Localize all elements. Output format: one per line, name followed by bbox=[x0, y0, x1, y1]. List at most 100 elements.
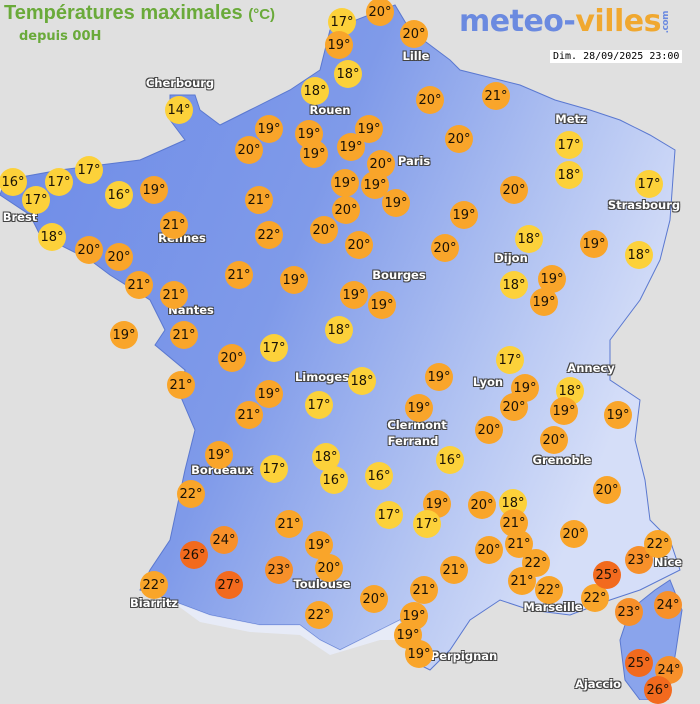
temperature-marker[interactable]: 19° bbox=[382, 189, 410, 217]
temperature-marker[interactable]: 21° bbox=[235, 401, 263, 429]
temperature-marker[interactable]: 20° bbox=[416, 86, 444, 114]
temperature-marker[interactable]: 18° bbox=[348, 367, 376, 395]
temperature-marker[interactable]: 16° bbox=[320, 466, 348, 494]
temperature-marker[interactable]: 16° bbox=[365, 462, 393, 490]
temperature-marker[interactable]: 26° bbox=[644, 676, 672, 704]
temperature-marker[interactable]: 19° bbox=[255, 380, 283, 408]
temperature-marker[interactable]: 19° bbox=[337, 133, 365, 161]
temperature-marker[interactable]: 20° bbox=[360, 585, 388, 613]
temperature-marker[interactable]: 20° bbox=[540, 426, 568, 454]
temperature-marker[interactable]: 18° bbox=[38, 223, 66, 251]
temperature-marker[interactable]: 19° bbox=[110, 321, 138, 349]
temperature-marker[interactable]: 19° bbox=[530, 288, 558, 316]
temperature-marker[interactable]: 17° bbox=[635, 170, 663, 198]
temperature-marker[interactable]: 18° bbox=[325, 316, 353, 344]
meteo-villes-logo[interactable]: meteo-villes.com bbox=[459, 4, 671, 39]
temperature-marker[interactable]: 18° bbox=[301, 77, 329, 105]
temperature-marker[interactable]: 19° bbox=[300, 140, 328, 168]
temperature-marker[interactable]: 21° bbox=[508, 567, 536, 595]
temperature-marker[interactable]: 17° bbox=[45, 168, 73, 196]
temperature-marker[interactable]: 22° bbox=[644, 530, 672, 558]
temperature-marker[interactable]: 20° bbox=[500, 393, 528, 421]
temperature-marker[interactable]: 17° bbox=[75, 156, 103, 184]
temperature-marker[interactable]: 25° bbox=[625, 649, 653, 677]
temperature-marker[interactable]: 23° bbox=[625, 546, 653, 574]
temperature-marker[interactable]: 26° bbox=[180, 541, 208, 569]
temperature-marker[interactable]: 21° bbox=[167, 371, 195, 399]
temperature-marker[interactable]: 20° bbox=[475, 416, 503, 444]
temperature-marker[interactable]: 21° bbox=[245, 186, 273, 214]
temperature-marker[interactable]: 20° bbox=[75, 236, 103, 264]
temperature-marker[interactable]: 17° bbox=[305, 391, 333, 419]
temperature-marker[interactable]: 19° bbox=[405, 640, 433, 668]
temperature-marker[interactable]: 19° bbox=[331, 169, 359, 197]
temperature-marker[interactable]: 22° bbox=[305, 601, 333, 629]
temperature-marker[interactable]: 19° bbox=[425, 363, 453, 391]
temperature-marker[interactable]: 18° bbox=[500, 271, 528, 299]
temperature-marker[interactable]: 25° bbox=[593, 561, 621, 589]
temperature-marker[interactable]: 21° bbox=[275, 510, 303, 538]
temperature-marker[interactable]: 18° bbox=[334, 60, 362, 88]
temperature-marker[interactable]: 19° bbox=[550, 397, 578, 425]
temperature-marker[interactable]: 21° bbox=[410, 576, 438, 604]
temperature-marker[interactable]: 27° bbox=[215, 571, 243, 599]
temperature-marker[interactable]: 17° bbox=[260, 334, 288, 362]
temperature-marker[interactable]: 17° bbox=[260, 455, 288, 483]
temperature-marker[interactable]: 24° bbox=[210, 526, 238, 554]
temperature-marker[interactable]: 19° bbox=[361, 171, 389, 199]
temperature-marker[interactable]: 20° bbox=[468, 491, 496, 519]
temperature-marker[interactable]: 17° bbox=[413, 510, 441, 538]
temperature-marker[interactable]: 19° bbox=[580, 230, 608, 258]
temperature-marker[interactable]: 20° bbox=[315, 554, 343, 582]
temperature-marker[interactable]: 20° bbox=[345, 231, 373, 259]
temperature-marker[interactable]: 21° bbox=[125, 271, 153, 299]
temperature-marker[interactable]: 20° bbox=[445, 125, 473, 153]
temperature-marker[interactable]: 22° bbox=[535, 576, 563, 604]
temperature-marker[interactable]: 22° bbox=[140, 571, 168, 599]
temperature-marker[interactable]: 19° bbox=[140, 176, 168, 204]
temperature-marker[interactable]: 19° bbox=[355, 115, 383, 143]
temperature-marker[interactable]: 19° bbox=[325, 31, 353, 59]
temperature-marker[interactable]: 21° bbox=[482, 82, 510, 110]
temperature-marker[interactable]: 19° bbox=[280, 266, 308, 294]
temperature-marker[interactable]: 18° bbox=[555, 161, 583, 189]
temperature-marker[interactable]: 20° bbox=[332, 196, 360, 224]
temperature-marker[interactable]: 19° bbox=[450, 201, 478, 229]
temperature-marker[interactable]: 17° bbox=[375, 501, 403, 529]
temperature-marker[interactable]: 22° bbox=[255, 221, 283, 249]
temperature-marker[interactable]: 17° bbox=[555, 131, 583, 159]
temperature-marker[interactable]: 22° bbox=[177, 480, 205, 508]
temperature-marker[interactable]: 20° bbox=[235, 136, 263, 164]
temperature-marker[interactable]: 16° bbox=[0, 168, 27, 196]
temperature-marker[interactable]: 19° bbox=[340, 281, 368, 309]
temperature-marker[interactable]: 16° bbox=[105, 181, 133, 209]
temperature-marker[interactable]: 23° bbox=[615, 598, 643, 626]
temperature-marker[interactable]: 20° bbox=[431, 234, 459, 262]
temperature-marker[interactable]: 20° bbox=[475, 536, 503, 564]
temperature-marker[interactable]: 16° bbox=[436, 446, 464, 474]
temperature-marker[interactable]: 21° bbox=[160, 281, 188, 309]
temperature-marker[interactable]: 21° bbox=[225, 261, 253, 289]
temperature-marker[interactable]: 20° bbox=[218, 344, 246, 372]
temperature-marker[interactable]: 21° bbox=[160, 211, 188, 239]
temperature-marker[interactable]: 17° bbox=[22, 186, 50, 214]
temperature-marker[interactable]: 24° bbox=[655, 656, 683, 684]
temperature-marker[interactable]: 20° bbox=[593, 476, 621, 504]
temperature-marker[interactable]: 20° bbox=[500, 176, 528, 204]
temperature-marker[interactable]: 23° bbox=[265, 556, 293, 584]
temperature-marker[interactable]: 20° bbox=[400, 20, 428, 48]
temperature-marker[interactable]: 19° bbox=[405, 394, 433, 422]
temperature-marker[interactable]: 18° bbox=[625, 241, 653, 269]
temperature-marker[interactable]: 21° bbox=[170, 321, 198, 349]
temperature-marker[interactable]: 19° bbox=[368, 291, 396, 319]
temperature-marker[interactable]: 24° bbox=[654, 591, 682, 619]
temperature-marker[interactable]: 19° bbox=[604, 401, 632, 429]
temperature-marker[interactable]: 20° bbox=[105, 243, 133, 271]
temperature-marker[interactable]: 20° bbox=[310, 216, 338, 244]
temperature-marker[interactable]: 14° bbox=[165, 96, 193, 124]
temperature-marker[interactable]: 19° bbox=[205, 441, 233, 469]
temperature-marker[interactable]: 21° bbox=[440, 556, 468, 584]
temperature-marker[interactable]: 20° bbox=[560, 520, 588, 548]
temperature-marker[interactable]: 20° bbox=[366, 0, 394, 26]
temperature-marker[interactable]: 17° bbox=[496, 346, 524, 374]
